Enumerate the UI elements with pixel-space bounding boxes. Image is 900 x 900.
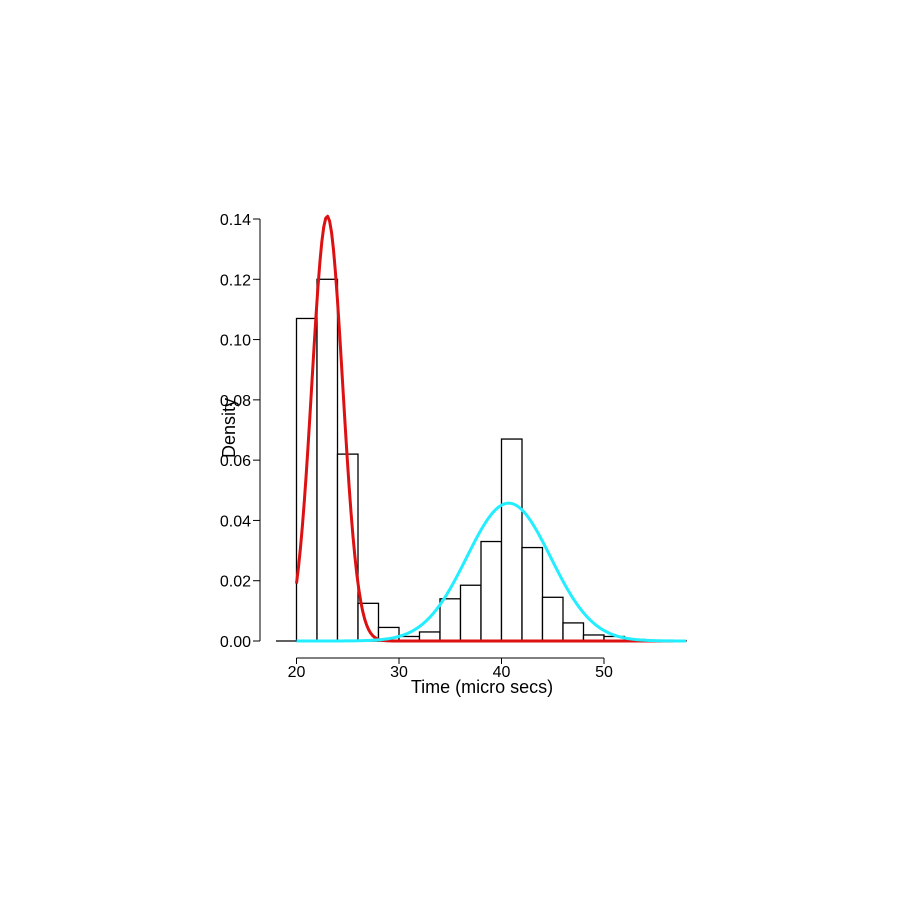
density-curve-0 [295,214,686,643]
x-tick-label: 30 [390,664,408,681]
histogram-bar-8 [459,584,482,642]
y-tick-label: 0.04 [220,513,251,530]
x-tick-label: 50 [595,664,613,681]
histogram-bar-13 [562,622,585,642]
density-curve-1 [296,501,686,643]
y-tick-label: 0.08 [220,393,251,410]
y-axis-title: Density [219,398,239,458]
y-axis: 0.00 0.02 0.04 0.06 0.08 0.10 0.12 0.14 [220,212,261,651]
histogram-bar-10 [500,438,523,642]
x-tick-label: 20 [288,664,306,681]
y-tick-label: 0.10 [220,333,251,350]
density-curves [295,214,686,643]
y-tick-label: 0.02 [220,574,251,591]
histogram-bar-9 [480,540,503,642]
y-tick-label: 0.06 [220,453,251,470]
histogram-bars [276,278,687,642]
y-tick-label: 0.14 [220,212,251,229]
x-tick-label: 40 [493,664,511,681]
y-tick-label: 0.12 [220,272,251,289]
histogram-bar-1 [316,278,339,642]
x-axis-title: Time (micro secs) [411,677,553,697]
x-axis: 20 30 40 50 [288,657,613,681]
histogram-bar-12 [541,596,564,642]
histogram-bar-7 [439,598,462,642]
y-tick-label: 0.00 [220,634,251,651]
histogram-bar-11 [521,546,544,642]
